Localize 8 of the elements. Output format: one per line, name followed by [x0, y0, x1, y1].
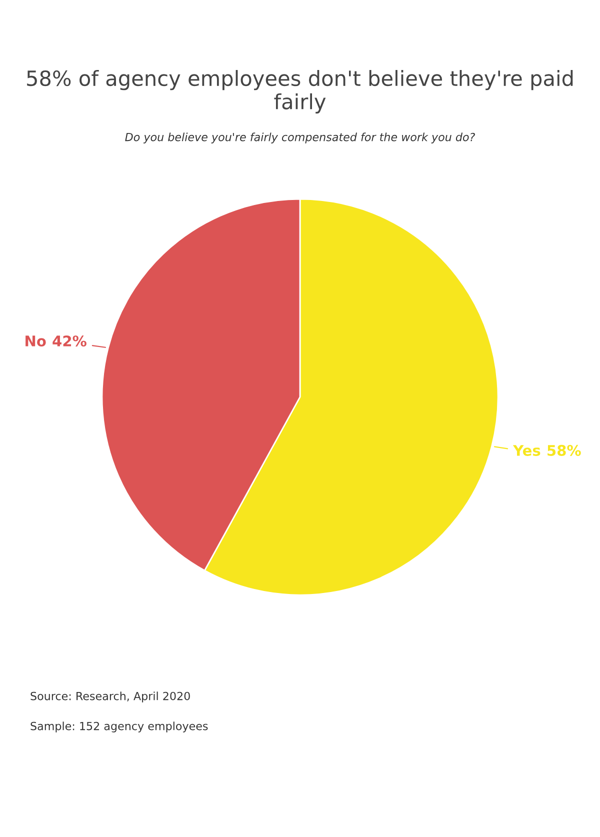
source-note: Source: Research, April 2020	[30, 692, 190, 702]
text: Sample: 152 agency employees	[30, 722, 208, 732]
slice-label: No	[26, 336, 46, 347]
chart-title: 58% of agency employees don't believe they're paid fairly	[27, 70, 573, 114]
data-label: 58%	[548, 444, 581, 456]
chart-subtitle: Do you believe you're fairly compensated for the work you do?	[125, 132, 475, 144]
data-label: 42%	[52, 335, 86, 347]
slice-label: Yes	[512, 445, 540, 456]
